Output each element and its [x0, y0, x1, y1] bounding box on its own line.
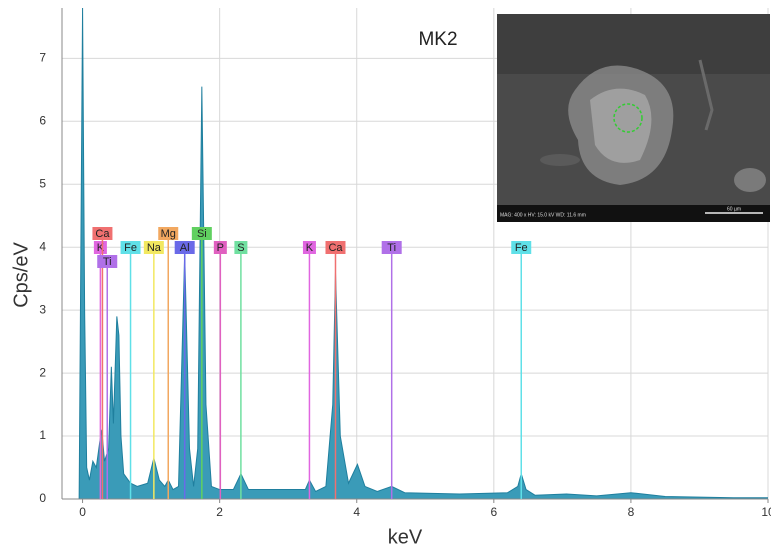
scale-bar-label: 60 µm — [727, 206, 741, 212]
element-marker: Mg — [158, 227, 179, 499]
element-label-box — [174, 241, 195, 254]
element-label: Fe — [124, 242, 137, 254]
x-tick-label: 8 — [628, 505, 635, 519]
element-label-box — [143, 241, 164, 254]
x-tick-label: 2 — [216, 505, 223, 519]
element-label: K — [306, 242, 314, 254]
sem-inset: MAG: 400 x HV: 15.0 kV WD: 11.6 mm 60 µm — [497, 14, 770, 222]
element-label-box — [120, 241, 141, 254]
y-tick-label: 6 — [39, 113, 46, 127]
y-tick-label: 5 — [39, 176, 46, 190]
element-marker: Ca — [325, 241, 346, 499]
element-marker: S — [234, 241, 248, 499]
element-label-box — [93, 241, 107, 254]
y-tick-label: 1 — [39, 428, 46, 442]
element-label: P — [217, 242, 224, 254]
element-label: K — [97, 242, 105, 254]
element-label-box — [191, 227, 212, 240]
element-label-box — [92, 227, 113, 240]
element-label-box — [234, 241, 248, 254]
element-label: Fe — [515, 242, 528, 254]
x-tick-label: 0 — [79, 505, 86, 519]
y-tick-label: 7 — [39, 51, 46, 65]
inset-info: MAG: 400 x HV: 15.0 kV WD: 11.6 mm — [500, 212, 586, 218]
x-tick-label: 4 — [353, 505, 360, 519]
x-axis-label: keV — [388, 526, 423, 548]
element-label: Ti — [103, 256, 112, 268]
element-label-box — [511, 241, 532, 254]
element-label-box — [381, 241, 402, 254]
element-label: Al — [180, 242, 190, 254]
y-tick-label: 0 — [39, 491, 46, 505]
element-label-box — [158, 227, 179, 240]
element-marker: Fe — [120, 241, 141, 499]
x-tick-label: 6 — [490, 505, 497, 519]
y-tick-label: 4 — [39, 239, 46, 253]
annotation: MK2 — [418, 29, 457, 50]
element-marker: K — [302, 241, 316, 499]
y-tick-label: 3 — [39, 302, 46, 316]
element-label: Ca — [328, 242, 343, 254]
element-label-box — [325, 241, 346, 254]
element-label: Ti — [387, 242, 396, 254]
element-marker: Ca — [92, 227, 113, 499]
element-marker: Na — [143, 241, 164, 499]
element-marker: K — [93, 241, 107, 499]
x-tick-label: 10 — [761, 505, 771, 519]
y-axis-label: Cps/eV — [10, 242, 32, 308]
element-label: Na — [147, 242, 162, 254]
element-marker: Ti — [381, 241, 402, 499]
y-tick-label: 2 — [39, 365, 46, 379]
element-marker: Al — [174, 241, 195, 499]
element-label: Mg — [161, 228, 176, 240]
element-marker: Si — [191, 227, 212, 499]
element-marker: Ti — [97, 255, 118, 499]
element-label-box — [213, 241, 227, 254]
element-marker: Fe — [511, 241, 532, 499]
element-marker: P — [213, 241, 227, 499]
element-label-box — [302, 241, 316, 254]
element-label-box — [97, 255, 118, 268]
element-label: S — [237, 242, 244, 254]
element-label: Si — [197, 228, 207, 240]
element-label: Ca — [95, 228, 110, 240]
